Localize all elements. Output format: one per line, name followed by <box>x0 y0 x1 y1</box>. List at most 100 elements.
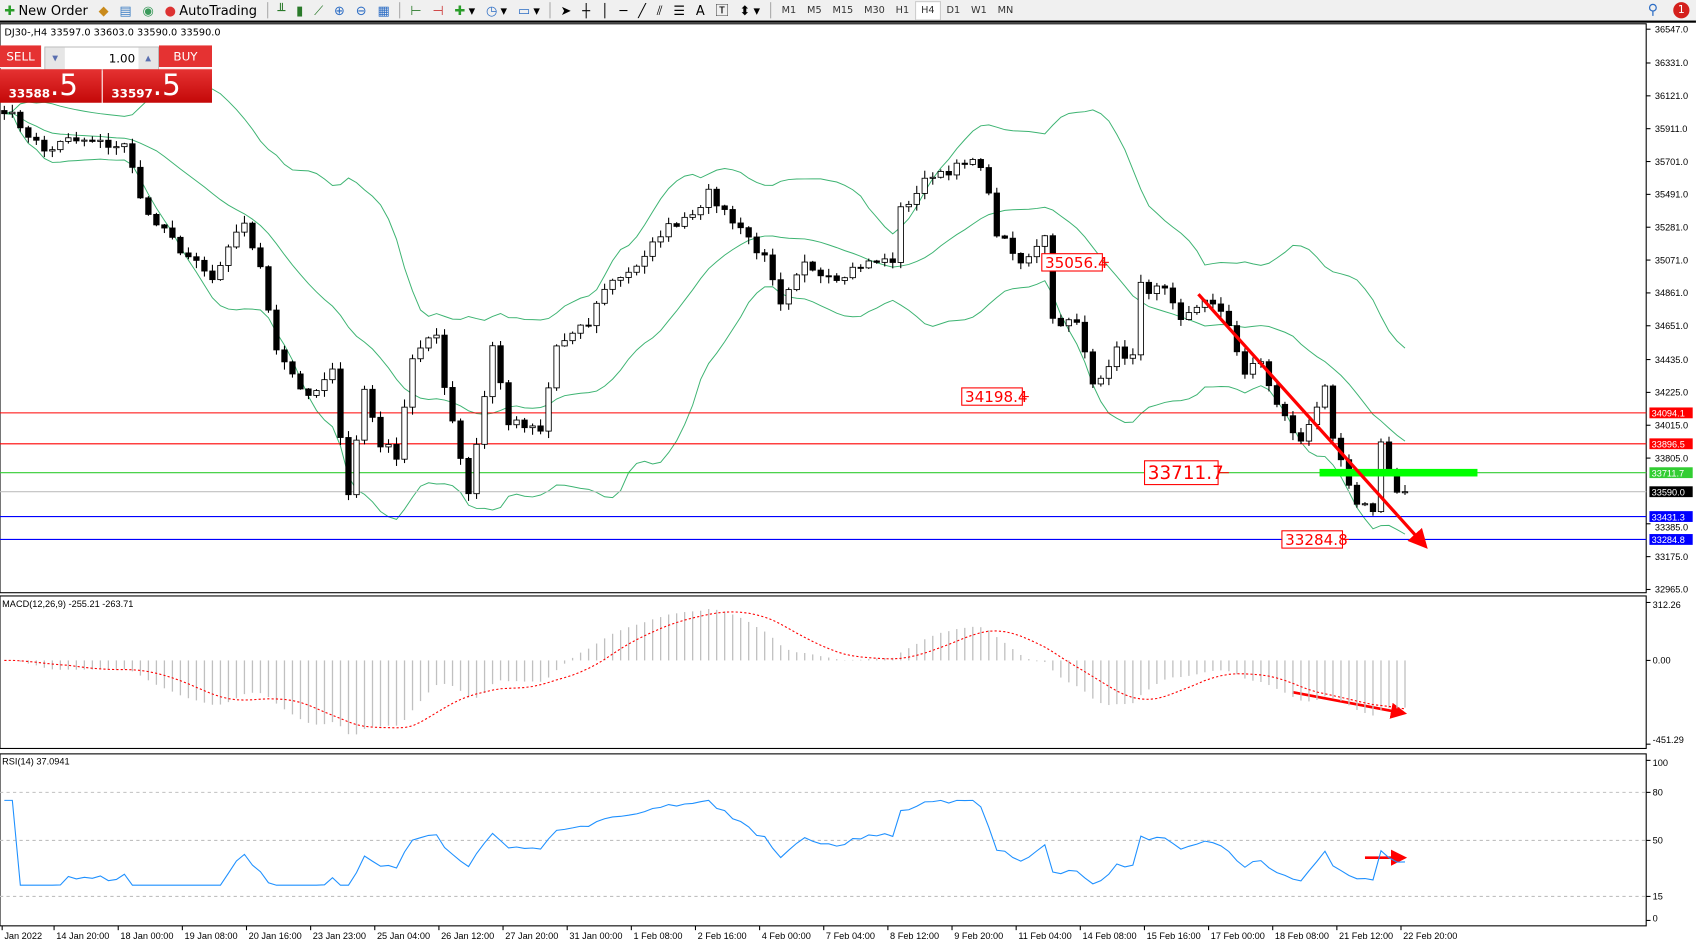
cursor-button[interactable]: ➤ <box>556 1 576 20</box>
bear-candle-body <box>209 270 216 281</box>
time-label: 18 Jan 00:00 <box>120 931 173 941</box>
price-tick-label: 33805.0 <box>1655 453 1688 463</box>
zoom-in-button[interactable]: ⊕ <box>330 1 350 20</box>
candle <box>857 264 864 273</box>
bear-candle-body <box>369 388 376 418</box>
candle <box>553 344 560 391</box>
crosshair-button[interactable]: ┼ <box>578 1 594 20</box>
terminal-button[interactable]: ▤ <box>115 1 136 20</box>
timeframe-m5[interactable]: M5 <box>807 4 822 16</box>
candle <box>1249 357 1257 379</box>
autotrading-button[interactable]: ● AutoTrading <box>160 1 261 20</box>
candle <box>849 262 856 280</box>
horizontal-line-button[interactable]: ─ <box>615 1 631 20</box>
trendline-button[interactable]: ╱ <box>634 1 650 20</box>
candle <box>521 417 528 433</box>
candle <box>57 140 64 153</box>
bear-candle-body <box>713 188 720 207</box>
candle <box>841 276 848 285</box>
candle <box>385 439 392 453</box>
buy-button[interactable]: BUY <box>158 45 212 69</box>
macd-signal-line <box>4 611 1406 729</box>
candle <box>833 273 840 283</box>
templates-button[interactable]: ▭ ▾ <box>517 2 540 18</box>
notification-badge[interactable]: 1 <box>1673 2 1690 19</box>
candle <box>993 187 1000 238</box>
bull-candle-body <box>1361 503 1369 506</box>
candlestick-button[interactable]: ▮ <box>292 1 308 20</box>
timeframe-m15[interactable]: M15 <box>832 4 854 16</box>
price-tick-label: 36121.0 <box>1655 91 1688 101</box>
fibonacci-button[interactable]: ☰ <box>669 1 689 20</box>
channel-button[interactable]: ⫽ <box>652 1 666 20</box>
bear-candle-body <box>305 388 312 396</box>
lot-input[interactable] <box>64 47 139 70</box>
candle <box>497 341 504 390</box>
bear-candle-body <box>137 166 144 199</box>
annotation-box <box>1041 253 1103 272</box>
lot-increase-button[interactable]: ▲ <box>138 47 158 70</box>
bull-candle-body <box>657 236 664 243</box>
sell-price[interactable]: 33588.5 <box>0 69 102 103</box>
auto-scroll-button[interactable]: ⊢ <box>406 1 426 20</box>
candle <box>97 134 104 149</box>
arrows-button[interactable]: ⬍ ▾ <box>739 2 760 18</box>
zoom-out-button[interactable]: ⊖ <box>351 1 371 20</box>
bear-candle-body <box>297 373 304 390</box>
timeframe-mn[interactable]: MN <box>997 4 1014 16</box>
tile-windows-button[interactable]: ▦ <box>373 1 394 20</box>
rsi-tick-label: 50 <box>1653 836 1663 846</box>
bar-chart-icon: ╨ <box>277 2 286 18</box>
bear-candle-body <box>345 437 352 496</box>
market-watch-button[interactable]: ◆ <box>94 1 113 20</box>
bull-candle-body <box>233 231 240 248</box>
text-button[interactable]: A <box>691 1 709 20</box>
candle <box>1001 234 1008 239</box>
candle <box>329 362 336 384</box>
candle <box>793 273 800 292</box>
candle <box>33 132 40 145</box>
candle <box>1129 348 1137 365</box>
template-icon: ▭ <box>517 2 531 18</box>
new-order-button[interactable]: ✚ New Order <box>0 1 92 20</box>
annotation-box <box>1144 460 1219 486</box>
bear-candle-body <box>441 334 448 388</box>
timeframe-h4[interactable]: H4 <box>914 0 942 21</box>
bull-candle-body <box>625 271 632 278</box>
bollinger-middle <box>4 112 1406 442</box>
timeframe-h1[interactable]: H1 <box>895 4 910 16</box>
bull-candle-body <box>601 288 608 304</box>
timeframe-m1[interactable]: M1 <box>781 4 797 16</box>
timeframe-d1[interactable]: D1 <box>946 4 961 16</box>
line-chart-button[interactable]: ⟋ <box>310 1 328 20</box>
annotation-box <box>1281 530 1344 549</box>
search-icon[interactable]: ⚲ <box>1647 2 1659 19</box>
price-line-label: 33431.3 <box>1652 512 1685 522</box>
candle <box>737 217 744 235</box>
chart-shift-button[interactable]: ⊣ <box>428 1 448 20</box>
bull-candle-body <box>569 332 576 342</box>
sell-button[interactable]: SELL <box>0 45 42 69</box>
candle <box>417 340 424 363</box>
vertical-line-button[interactable]: │ <box>597 1 613 20</box>
bar-chart-button[interactable]: ╨ <box>273 1 289 20</box>
bear-candle-body <box>169 227 176 238</box>
text-icon: A <box>695 2 705 18</box>
timeframe-w1[interactable]: W1 <box>971 4 987 16</box>
indicators-button[interactable]: ✚ ▾ <box>454 2 476 18</box>
price-annotation: 33284.8 <box>1285 531 1348 549</box>
tile-icon: ▦ <box>377 2 390 18</box>
periods-button[interactable]: ◷ ▾ <box>485 2 508 18</box>
bear-candle-body <box>465 457 472 495</box>
timeframe-m30[interactable]: M30 <box>864 4 885 16</box>
signals-button[interactable]: ◉ <box>138 1 158 20</box>
lot-decrease-button[interactable]: ▼ <box>45 47 65 70</box>
text-label-button[interactable]: 🅃 <box>711 1 733 20</box>
candle <box>785 287 792 310</box>
buy-price[interactable]: 33597.5 <box>102 69 212 103</box>
macd-pane <box>0 595 1647 750</box>
macd-arrow <box>1292 690 1408 719</box>
candle <box>1041 234 1048 255</box>
bull-candle-body <box>425 337 432 349</box>
